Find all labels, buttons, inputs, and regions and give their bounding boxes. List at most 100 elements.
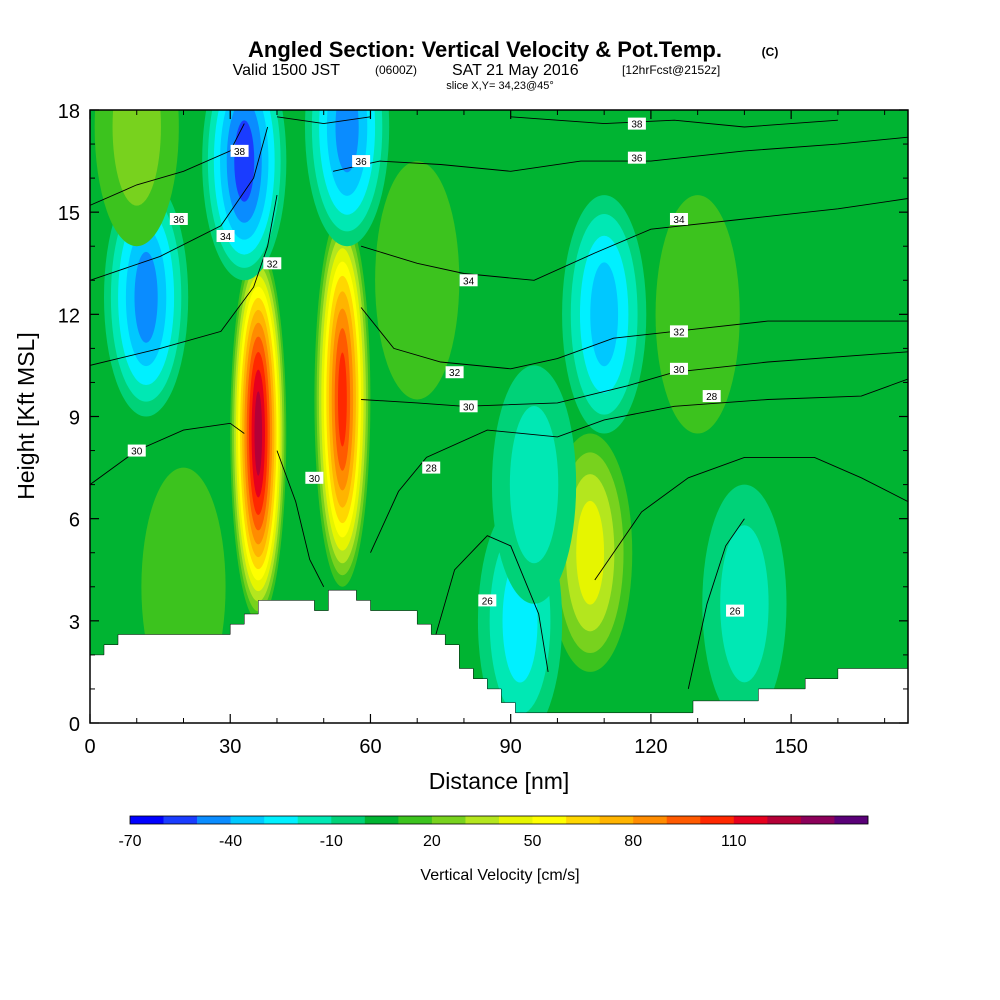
contour-label-text: 30: [131, 447, 143, 458]
contour-label-8: 28: [422, 461, 441, 475]
colorbar-swatch: [599, 816, 634, 824]
chart-title: Angled Section: Vertical Velocity & Pot.…: [248, 37, 722, 62]
colorbar-swatch: [666, 816, 701, 824]
pot-temp-contour-36-12: [333, 136, 908, 172]
contour-label-text: 26: [482, 596, 494, 607]
x-tick-label: 90: [500, 736, 522, 758]
contour-label-text: 34: [220, 232, 232, 243]
colorbar-tick-label: 20: [423, 833, 441, 850]
pot-temp-contour-30-1: [276, 450, 325, 588]
contour-label-14: 34: [669, 212, 688, 226]
contour-label-12: 38: [627, 117, 646, 131]
colorbar-swatch: [532, 816, 567, 824]
contour-label-3: 32: [263, 257, 282, 270]
pot-temp-contour-36-11: [90, 123, 245, 206]
velocity-cell-1-10: [338, 352, 347, 447]
contour-label-text: 30: [673, 365, 685, 376]
velocity-cell-8-2: [720, 525, 769, 683]
colorbar-swatch: [566, 816, 600, 824]
pot-temp-contour-32-8: [360, 307, 908, 370]
contour-label-16: 30: [669, 362, 688, 376]
colorbar-tick-label: 80: [624, 833, 642, 850]
contour-labels: 38 36 34 32 36 34 32 30 28 30 30 26 38 36 34 32 30 28 26: [127, 117, 745, 618]
valid-date: SAT 21 May 2016: [452, 62, 579, 79]
x-tick-label: 0: [84, 736, 95, 758]
slice-info: slice X,Y= 34,23@45°: [446, 80, 554, 92]
velocity-cell-6-4: [590, 262, 619, 367]
contour-label-text: 32: [673, 327, 685, 338]
contour-label-4: 36: [352, 155, 371, 168]
contour-label-11: 26: [478, 594, 497, 607]
colorbar-tick-label: -40: [219, 833, 242, 850]
contour-label-10: 30: [305, 471, 324, 485]
pot-temp-contour-30-2: [361, 351, 908, 407]
y-tick-label: 9: [69, 408, 80, 430]
velocity-cell-2-4: [576, 500, 605, 605]
contour-label-text: 36: [356, 157, 368, 168]
pot-temp-contours: [90, 116, 908, 689]
x-tick-label: 60: [359, 736, 381, 758]
contour-label-text: 30: [309, 474, 321, 485]
colorbar-swatch: [633, 816, 668, 824]
velocity-cell-13-2: [509, 406, 559, 564]
contour-label-15: 32: [669, 325, 688, 338]
colorbar-swatch: [700, 816, 735, 824]
y-tick-label: 0: [69, 714, 80, 736]
colorbar-swatch: [465, 816, 500, 824]
contour-label-1: 36: [169, 212, 188, 226]
x-axis-label: Distance [nm]: [429, 768, 570, 794]
colorbar-tick-label: 110: [721, 833, 747, 850]
velocity-field: [94, 110, 787, 723]
colorbar-swatch: [230, 816, 265, 824]
y-tick-label: 6: [69, 510, 80, 532]
velocity-cell-5-5: [134, 251, 158, 343]
contour-label-text: 36: [173, 215, 185, 226]
pot-temp-contour-28-4: [435, 535, 549, 672]
contour-label-text: 38: [631, 120, 643, 131]
colorbar-swatch: [163, 816, 198, 824]
pot-temp-contour-32-7: [90, 195, 278, 366]
contour-label-17: 28: [702, 390, 721, 403]
contour-label-7: 30: [459, 400, 478, 413]
contour-label-18: 26: [726, 604, 745, 618]
x-tick-label: 150: [774, 736, 807, 758]
x-axis: 0 30 60 90 120 150: [84, 110, 886, 758]
pot-temp-contour-38-14: [510, 116, 838, 128]
colorbar-swatch: [499, 816, 533, 824]
colorbar-tick-label: -70: [118, 833, 141, 850]
contour-label-text: 30: [463, 402, 475, 413]
y-tick-label: 3: [69, 612, 80, 634]
colorbar-swatch: [197, 816, 231, 824]
y-tick-label: 18: [58, 101, 80, 123]
forecast-info: [12hrFcst@2152z]: [622, 63, 720, 77]
colorbar-tick-label: 50: [524, 833, 542, 850]
velocity-cell-9-2: [112, 110, 161, 206]
velocity-cell-10-1: [375, 161, 460, 400]
pot-temp-contour-38-13: [276, 116, 371, 125]
pot-temp-contour-28-6: [687, 518, 745, 689]
pot-temp-contour-28-5: [594, 456, 908, 581]
colorbar-swatch: [130, 816, 164, 824]
y-axis-label: Height [Kft MSL]: [13, 332, 39, 499]
contour-label-2: 34: [216, 230, 235, 243]
x-tick-label: 120: [634, 736, 667, 758]
colorbar-label: Vertical Velocity [cm/s]: [420, 867, 579, 884]
chart-title-suffix: (C): [762, 45, 779, 59]
contour-label-0: 38: [230, 144, 249, 158]
contour-label-6: 32: [445, 366, 464, 379]
y-tick-label: 12: [58, 305, 80, 327]
colorbar-swatch: [331, 816, 366, 824]
colorbar-swatch: [834, 816, 869, 824]
contour-label-9: 30: [127, 444, 146, 458]
y-tick-label: 15: [58, 203, 80, 225]
contour-label-text: 38: [234, 147, 246, 158]
velocity-cell-3-6: [234, 120, 255, 202]
terrain: [90, 589, 908, 723]
pot-temp-contour-34-10: [360, 198, 908, 281]
colorbar-swatch: [800, 816, 835, 824]
colorbar-swatch: [431, 816, 466, 824]
colorbar-tick-label: -10: [320, 833, 343, 850]
valid-zone: (0600Z): [375, 63, 417, 77]
